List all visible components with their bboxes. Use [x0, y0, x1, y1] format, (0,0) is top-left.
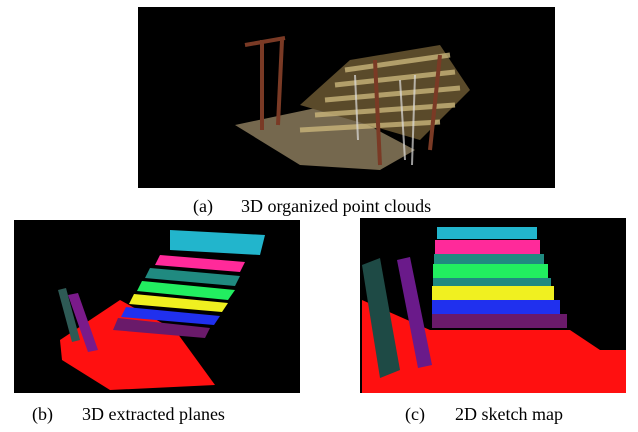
- figure-caption: 3D organized point clouds: [241, 196, 431, 216]
- sketch-map-image: [360, 218, 626, 393]
- point-cloud-image: [138, 7, 555, 188]
- figure-label: (c): [405, 404, 425, 425]
- extracted-planes-image: [14, 220, 300, 393]
- figure-label: (b): [32, 404, 53, 425]
- figure-label: (a): [193, 196, 213, 217]
- figure-caption: 3D extracted planes: [82, 404, 225, 424]
- figure-caption: 2D sketch map: [455, 404, 563, 424]
